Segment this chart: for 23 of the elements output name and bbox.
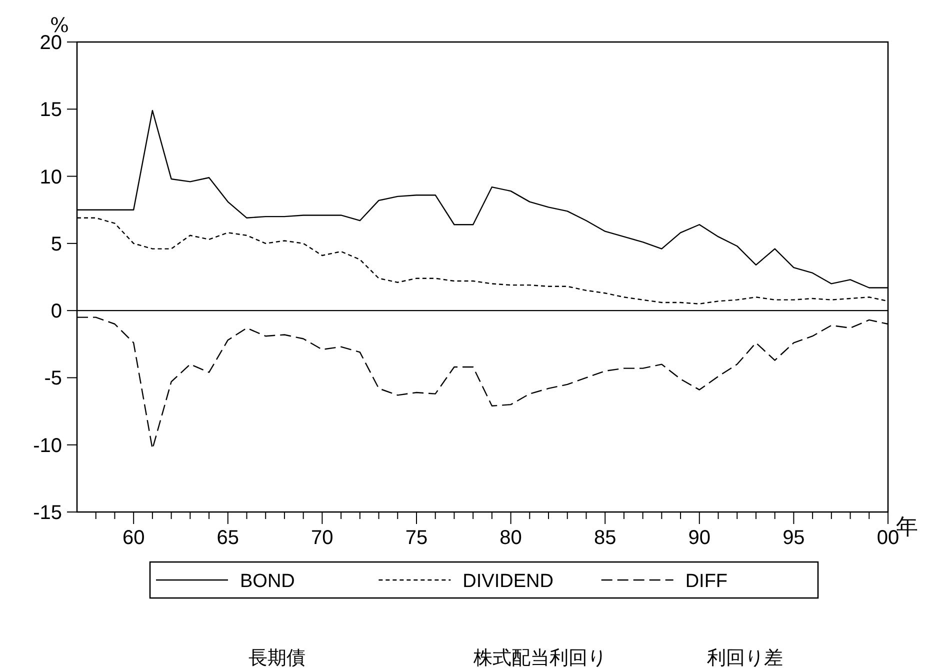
y-tick-label: 15: [40, 99, 62, 122]
y-tick-label: 20: [40, 32, 62, 54]
y-tick-label: -5: [44, 368, 62, 390]
x-tick-label: 75: [405, 527, 428, 549]
y-tick-label: 10: [40, 166, 62, 188]
x-tick-label: 80: [500, 527, 522, 549]
x-tick-label: 85: [594, 527, 616, 549]
text: 株式配当利回り: [472, 648, 606, 668]
x-tick-label: 60: [122, 527, 145, 549]
y-tick-label: -10: [33, 434, 62, 457]
x-tick-label: 00: [876, 527, 900, 549]
legend-label: DIFF: [685, 571, 728, 592]
x-tick-label: 95: [782, 527, 805, 549]
text: 長期債: [248, 648, 306, 668]
x-tick-label: 90: [688, 527, 711, 549]
x-tick-label: 65: [216, 527, 240, 549]
y-tick-label: 0: [50, 300, 62, 323]
y-tick-label: -15: [33, 502, 62, 524]
legend-label: DIVIDEND: [462, 571, 554, 592]
y-tick-label: 5: [50, 233, 62, 256]
legend-label: BOND: [240, 571, 295, 592]
text: 利回り差: [707, 648, 783, 668]
x-tick-label: 70: [311, 527, 334, 549]
